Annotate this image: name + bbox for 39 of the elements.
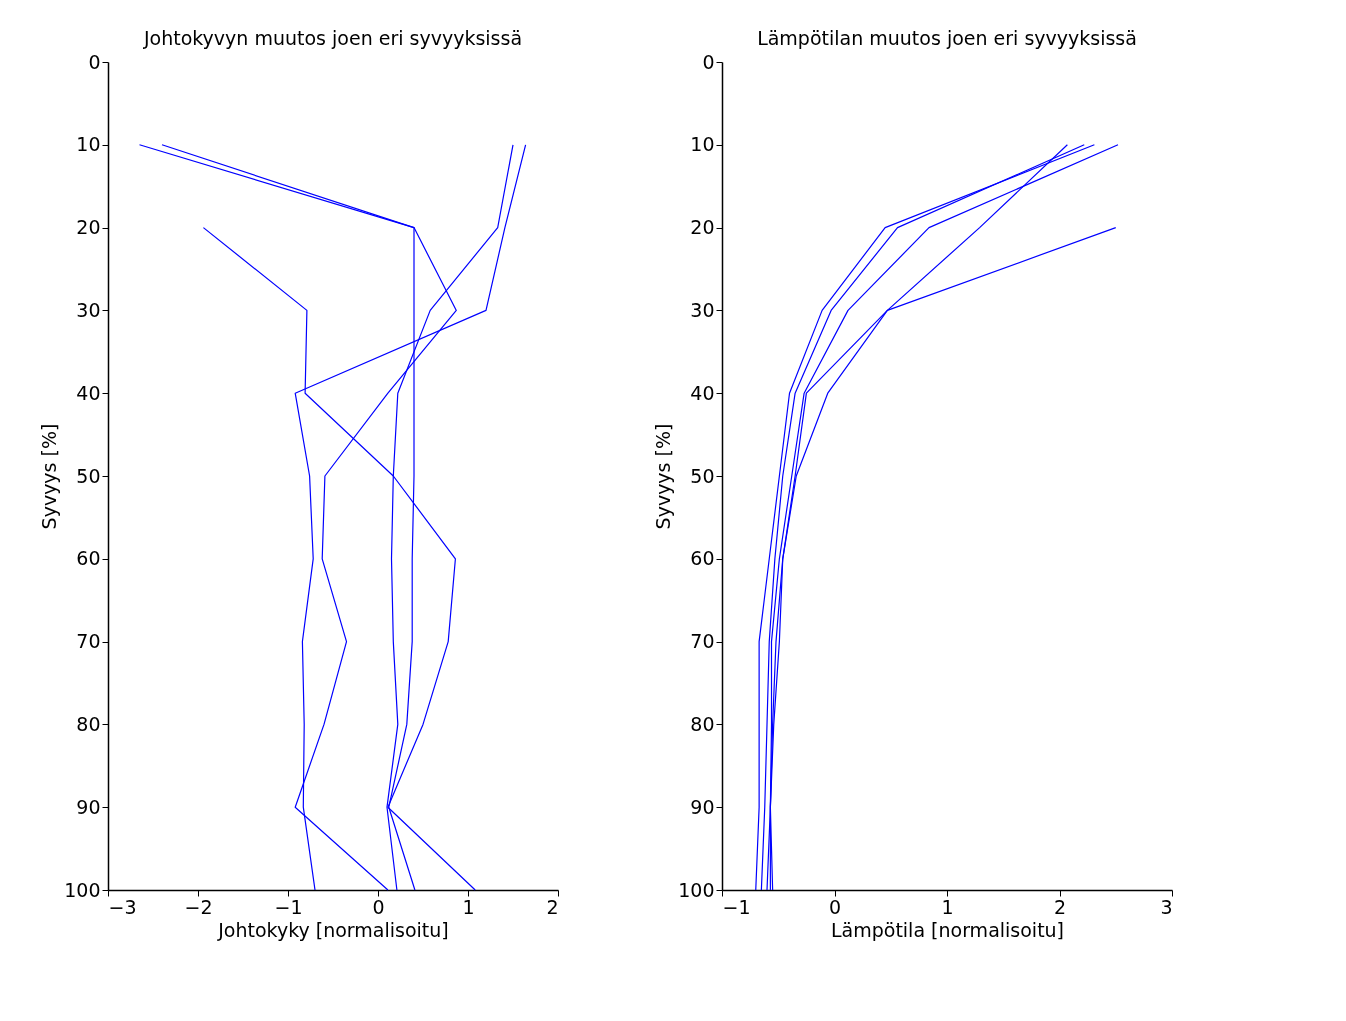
y-tick-label: 20	[76, 216, 101, 239]
x-tick-label: −1	[274, 895, 303, 918]
x-tick-label: 1	[462, 895, 475, 918]
x-axis-title: Lämpötila [normalisoitu]	[830, 918, 1065, 941]
y-tick-label: 30	[690, 298, 715, 321]
x-tick-label: 3	[1160, 895, 1173, 918]
x-tick-label: −2	[184, 895, 213, 918]
x-tick-label: 0	[372, 895, 385, 918]
y-tick-label: 80	[690, 712, 715, 735]
y-tick-label: 100	[678, 878, 715, 901]
y-tick-label: 40	[76, 381, 101, 404]
y-tick-label: 70	[690, 630, 715, 653]
y-tick-label: 30	[76, 298, 101, 321]
x-tick-label: 0	[828, 895, 842, 918]
y-tick-label: 20	[690, 216, 715, 239]
x-axis-title: Johtokyky [normalisoitu]	[217, 918, 449, 941]
x-tick-label: −3	[108, 895, 137, 918]
y-tick-label: 0	[88, 50, 101, 73]
y-tick-label: 50	[690, 464, 715, 487]
y-tick-label: 80	[76, 712, 101, 735]
y-tick-label: 10	[690, 133, 715, 156]
chart-title: Lämpötilan muutos joen eri syvyyksissä	[757, 27, 1137, 49]
y-axis-title: Syvyys [%]	[652, 423, 675, 530]
x-tick-label: 2	[1053, 895, 1067, 918]
y-tick-label: 10	[76, 133, 101, 156]
y-tick-label: 90	[690, 795, 715, 818]
y-tick-label: 40	[690, 381, 715, 404]
chart-title: Johtokyvyn muutos joen eri syvyyksissä	[142, 27, 523, 49]
y-tick-label: 0	[702, 50, 715, 73]
y-tick-label: 50	[76, 464, 101, 487]
y-axis-title: Syvyys [%]	[38, 423, 61, 530]
y-tick-label: 90	[76, 795, 101, 818]
x-tick-label: −1	[722, 895, 751, 918]
y-tick-label: 70	[76, 630, 101, 653]
y-tick-label: 60	[690, 547, 715, 570]
x-tick-label: 1	[941, 895, 954, 918]
x-tick-label: 2	[546, 895, 559, 918]
y-tick-label: 100	[64, 878, 101, 901]
y-tick-label: 60	[76, 547, 101, 570]
